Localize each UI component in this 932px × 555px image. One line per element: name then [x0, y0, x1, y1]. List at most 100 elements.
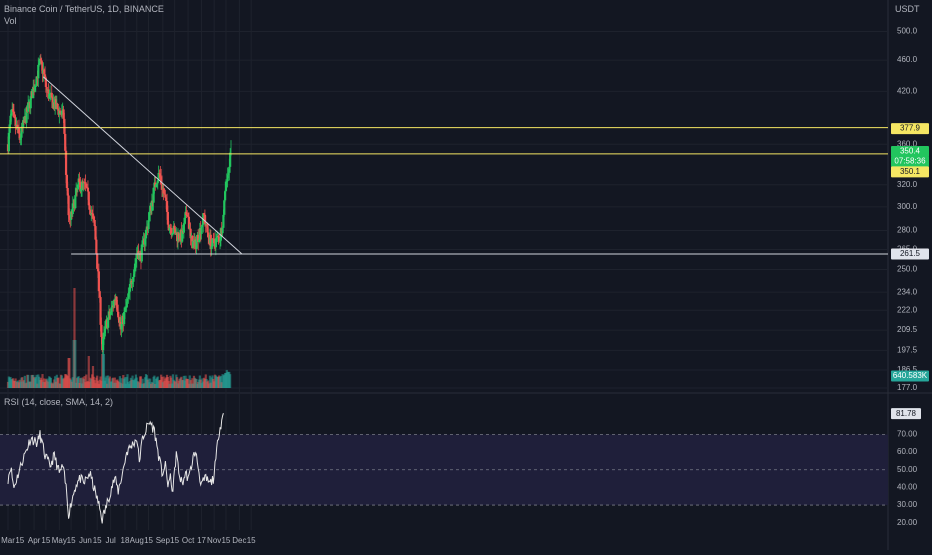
candle-body[interactable] [181, 230, 184, 242]
candle-body[interactable] [218, 240, 222, 242]
candle-body[interactable] [160, 183, 164, 190]
candle-body[interactable] [132, 276, 135, 282]
candle-body[interactable] [98, 291, 101, 298]
candle-body[interactable] [107, 318, 110, 328]
candle-body[interactable] [93, 219, 96, 227]
candle-body[interactable] [54, 99, 58, 109]
candle-body[interactable] [125, 301, 128, 308]
candle-body[interactable] [32, 87, 35, 99]
candle-body[interactable] [94, 226, 97, 240]
candle-body[interactable] [22, 120, 25, 128]
candle-body[interactable] [159, 173, 162, 178]
candle-body[interactable] [171, 233, 175, 234]
candle-body[interactable] [223, 200, 226, 215]
candle-body[interactable] [202, 213, 206, 215]
candle-body[interactable] [200, 226, 203, 235]
candle-body[interactable] [63, 118, 66, 134]
candle-body[interactable] [17, 127, 21, 134]
candle-body[interactable] [197, 239, 201, 242]
candle-body[interactable] [79, 182, 82, 192]
candle-body[interactable] [76, 184, 79, 190]
candle-body[interactable] [123, 312, 126, 325]
candle-body[interactable] [134, 259, 138, 264]
candle-body[interactable] [163, 193, 166, 195]
candle-body[interactable] [186, 214, 189, 216]
candle-body[interactable] [68, 215, 71, 219]
candle-body[interactable] [62, 109, 65, 119]
candle-body[interactable] [37, 64, 40, 79]
candle-body[interactable] [96, 253, 99, 269]
candle-body[interactable] [206, 223, 209, 233]
candle-body[interactable] [222, 214, 225, 228]
candle-body[interactable] [96, 268, 100, 272]
candle-body[interactable] [192, 241, 195, 249]
candle-body[interactable] [71, 203, 74, 215]
candle-body[interactable] [14, 118, 17, 127]
candle-body[interactable] [131, 281, 134, 285]
candle-body[interactable] [38, 58, 42, 64]
candle-body[interactable] [138, 253, 141, 260]
candle-body[interactable] [86, 187, 90, 192]
candle-body[interactable] [92, 216, 95, 220]
candle-body[interactable] [89, 209, 92, 215]
candle-body[interactable] [209, 234, 212, 249]
candle-body[interactable] [207, 232, 210, 237]
candle-body[interactable] [97, 271, 100, 292]
candle-body[interactable] [20, 126, 23, 138]
candle-body[interactable] [126, 298, 129, 302]
candle-body[interactable] [155, 184, 158, 187]
candle-body[interactable] [48, 93, 51, 99]
candle-body[interactable] [226, 175, 229, 182]
candle-body[interactable] [110, 307, 113, 313]
candle-body[interactable] [156, 180, 159, 184]
candle-body[interactable] [109, 312, 112, 316]
candle-body[interactable] [177, 233, 180, 240]
candle-body[interactable] [12, 111, 15, 115]
candle-body[interactable] [91, 213, 95, 217]
candle-body[interactable] [201, 224, 204, 227]
candle-body[interactable] [65, 174, 69, 188]
candle-body[interactable] [91, 212, 94, 214]
candle-body[interactable] [18, 133, 21, 140]
candle-body[interactable] [225, 181, 228, 182]
candle-body[interactable] [59, 110, 62, 114]
candle-body[interactable] [88, 205, 91, 210]
candle-body[interactable] [8, 124, 11, 133]
candle-body[interactable] [80, 181, 84, 189]
candle-body[interactable] [66, 187, 69, 196]
candle-body[interactable] [224, 181, 228, 192]
candle-body[interactable] [128, 291, 131, 294]
candle-body[interactable] [229, 152, 232, 167]
candle-body[interactable] [13, 114, 16, 119]
candle-body[interactable] [116, 305, 119, 312]
candle-body[interactable] [113, 300, 116, 301]
candle-body[interactable] [169, 227, 172, 229]
candle-body[interactable] [64, 133, 67, 151]
candle-body[interactable] [27, 102, 30, 112]
candle-body[interactable] [115, 296, 118, 306]
candle-body[interactable] [213, 238, 216, 244]
candle-body[interactable] [7, 132, 10, 152]
rsi-line[interactable] [7, 413, 224, 524]
candle-body[interactable] [103, 329, 106, 334]
candle-body[interactable] [43, 74, 47, 78]
candle-body[interactable] [70, 211, 73, 220]
candle-body[interactable] [141, 240, 144, 245]
candle-body[interactable] [162, 188, 165, 194]
candle-body[interactable] [11, 109, 15, 112]
candle-body[interactable] [160, 177, 163, 184]
candle-body[interactable] [217, 235, 220, 237]
candle-body[interactable] [189, 228, 192, 239]
candle-body[interactable] [43, 69, 46, 75]
candle-body[interactable] [112, 300, 116, 307]
candle-body[interactable] [10, 109, 13, 116]
candle-body[interactable] [74, 195, 77, 209]
candle-body[interactable] [158, 172, 161, 174]
candle-body[interactable] [25, 107, 28, 123]
candle-body[interactable] [41, 64, 44, 74]
candle-body[interactable] [133, 269, 136, 277]
candle-body[interactable] [187, 216, 191, 229]
candle-body[interactable] [197, 234, 200, 242]
candle-body[interactable] [203, 214, 207, 224]
candle-body[interactable] [95, 239, 98, 254]
